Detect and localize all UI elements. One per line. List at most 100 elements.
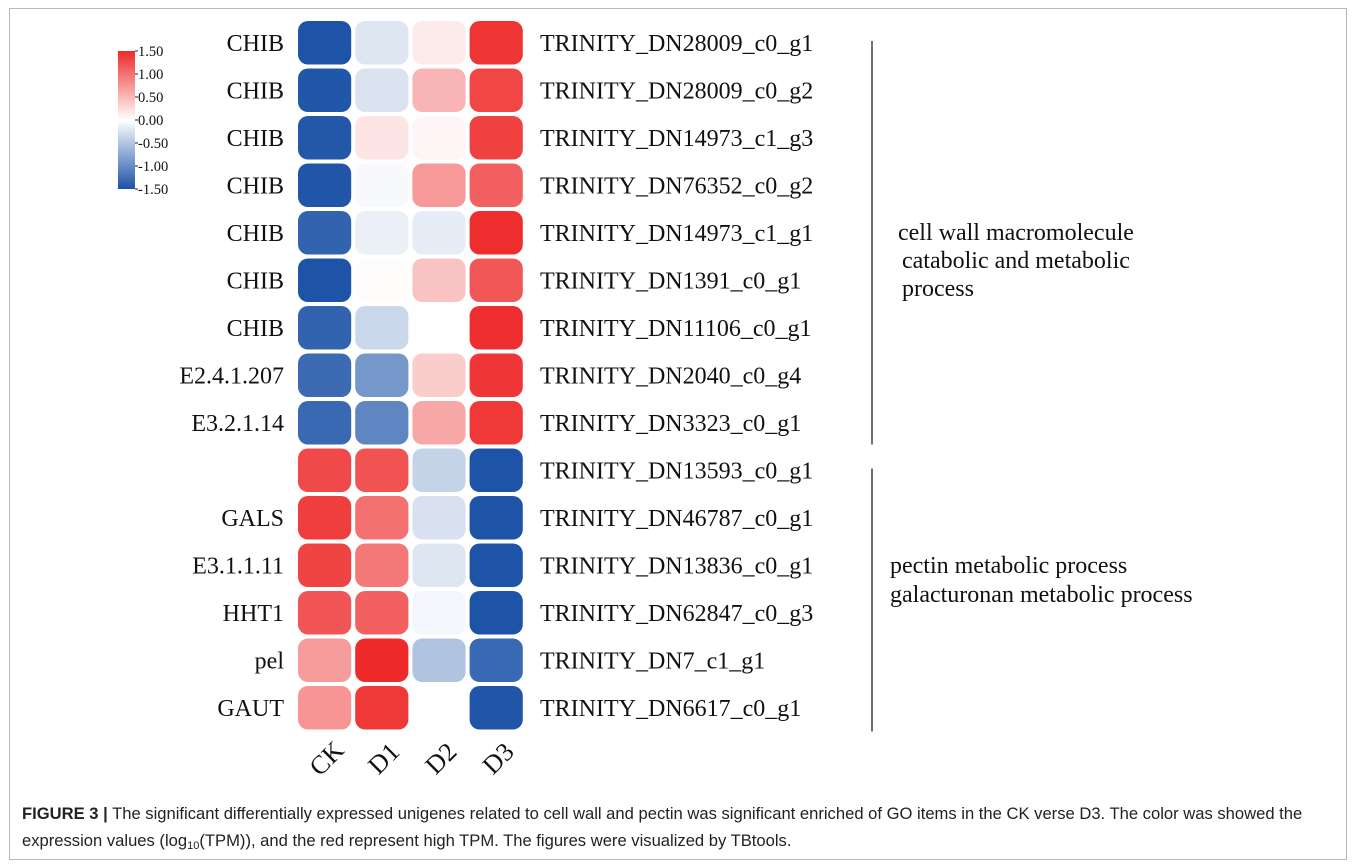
group-annotation-line: pectin metabolic process [890, 553, 1127, 579]
caption-subscript: 10 [187, 840, 200, 852]
transcript-id-label: TRINITY_DN3323_c0_g1 [540, 411, 801, 437]
transcript-id-label: TRINITY_DN7_c1_g1 [540, 648, 765, 674]
column-label: CK [304, 735, 350, 781]
column-label: D3 [477, 737, 520, 780]
gene-label: E3.2.1.14 [191, 411, 284, 437]
heatmap-chart: 1.501.000.500.00-0.50-1.00-1.50 CHIBCHIB… [118, 21, 1193, 782]
heat-cell [298, 543, 352, 587]
legend-tick-label: 1.00 [138, 67, 163, 83]
heat-cell [298, 638, 352, 682]
heat-cell [298, 258, 352, 302]
column-label: D2 [420, 737, 463, 780]
column-labels: CK D1 D2 D3 [304, 735, 520, 781]
caption-text: The significant differentially expressed… [22, 804, 1303, 850]
heat-cell [355, 686, 409, 730]
legend-tick-label: -1.00 [138, 159, 168, 175]
transcript-id-label: TRINITY_DN11106_c0_g1 [540, 316, 812, 342]
gene-label: CHIB [227, 221, 284, 247]
group-annotation-line: catabolic and metabolic [902, 248, 1130, 274]
heat-cell [469, 21, 523, 65]
transcript-id-label: TRINITY_DN46787_c0_g1 [540, 506, 813, 532]
legend-tick-label: 1.50 [138, 44, 163, 60]
gene-label: HHT1 [223, 601, 284, 627]
heat-cell [355, 163, 409, 207]
heat-cell [355, 401, 409, 445]
heat-cell [298, 163, 352, 207]
group-annotation-line: cell wall macromolecule [898, 220, 1134, 246]
heat-cell [298, 448, 352, 492]
heat-cell [469, 496, 523, 540]
gene-label: CHIB [227, 126, 284, 152]
heat-cell [412, 543, 466, 587]
heat-cell [412, 116, 466, 160]
heat-cell [355, 258, 409, 302]
gene-label: GAUT [217, 696, 284, 722]
gene-label: CHIB [227, 316, 284, 342]
transcript-id-label: TRINITY_DN2040_c0_g4 [540, 363, 801, 389]
gene-label: GALS [221, 506, 284, 532]
gene-label: E2.4.1.207 [179, 363, 284, 389]
transcript-id-label: TRINITY_DN76352_c0_g2 [540, 173, 813, 199]
heat-cell [469, 448, 523, 492]
transcript-id-labels: TRINITY_DN28009_c0_g1 TRINITY_DN28009_c0_… [540, 31, 813, 722]
heat-cell [412, 496, 466, 540]
gene-labels: CHIB CHIB CHIB CHIB CHIB CHIB CHIB E2.4.1.207 E3… [179, 31, 284, 722]
transcript-id-label: TRINITY_DN14973_c1_g1 [540, 221, 813, 247]
gene-label: E3.1.1.11 [192, 553, 284, 579]
heat-cell [469, 591, 523, 635]
color-legend: 1.50 1.00 0.50 0.00 -0.50 -1.00 -1.50 [118, 44, 168, 198]
legend-tick-label: 0.50 [138, 90, 163, 106]
transcript-id-label: TRINITY_DN13593_c0_g1 [540, 458, 813, 484]
figure-frame [9, 8, 1347, 860]
legend-color-bar [118, 51, 135, 189]
transcript-id-label: TRINITY_DN28009_c0_g2 [540, 78, 813, 104]
heat-cell [355, 353, 409, 397]
legend-tick-label: 0.00 [138, 113, 163, 129]
heat-cell [469, 68, 523, 112]
heat-cell [412, 401, 466, 445]
heat-cell [298, 401, 352, 445]
transcript-id-label: TRINITY_DN1391_c0_g1 [540, 268, 801, 294]
column-label: D1 [362, 737, 405, 780]
heat-cell [412, 448, 466, 492]
heat-cell [412, 211, 466, 255]
heat-cell [298, 68, 352, 112]
heat-cell [469, 543, 523, 587]
heat-cell [412, 68, 466, 112]
heat-cell [412, 163, 466, 207]
heat-cell [355, 638, 409, 682]
transcript-id-label: TRINITY_DN6617_c0_g1 [540, 696, 801, 722]
heat-cell [355, 448, 409, 492]
heat-cell [469, 638, 523, 682]
transcript-id-label: TRINITY_DN28009_c0_g1 [540, 31, 813, 57]
gene-label: CHIB [227, 268, 284, 294]
gene-label: pel [255, 648, 285, 674]
gene-label: CHIB [227, 78, 284, 104]
heat-cell [298, 353, 352, 397]
heat-cell [412, 258, 466, 302]
transcript-id-label: TRINITY_DN62847_c0_g3 [540, 601, 813, 627]
heat-cell [298, 306, 352, 350]
heat-cell [298, 21, 352, 65]
heat-cell [298, 686, 352, 730]
heat-cell [469, 258, 523, 302]
heat-cell [355, 591, 409, 635]
group-annotation-line: process [902, 276, 974, 302]
heat-cell [355, 211, 409, 255]
heat-cell [412, 353, 466, 397]
heat-cell [298, 591, 352, 635]
heat-cell [469, 211, 523, 255]
caption-label: FIGURE 3 | [22, 804, 108, 823]
heat-cell [469, 353, 523, 397]
heat-cell [298, 116, 352, 160]
heat-cell [469, 686, 523, 730]
heat-cell [412, 638, 466, 682]
heat-cell [355, 68, 409, 112]
heat-cell [412, 21, 466, 65]
heatmap-cells [298, 21, 523, 730]
gene-label: CHIB [227, 173, 284, 199]
heat-cell [412, 686, 466, 730]
heat-cell [412, 306, 466, 350]
transcript-id-label: TRINITY_DN13836_c0_g1 [540, 553, 813, 579]
heat-cell [469, 163, 523, 207]
